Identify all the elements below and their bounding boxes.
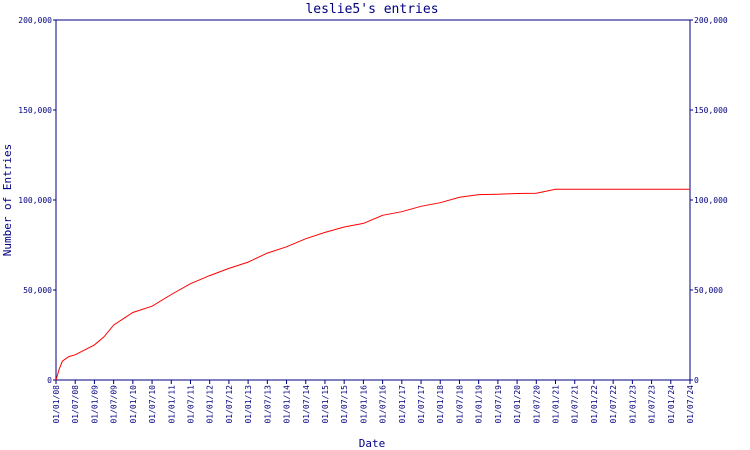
x-tick-label: 01/07/09: [110, 385, 119, 424]
series-line: [55, 188, 690, 381]
x-tick-label: 01/07/14: [302, 385, 311, 424]
x-tick-label: 01/01/18: [436, 385, 445, 424]
y-tick-label-left: 0: [47, 376, 52, 385]
y-tick-label-right: 50,000: [694, 286, 723, 295]
x-tick-label: 01/01/11: [167, 385, 176, 424]
y-tick-label-left: 200,000: [18, 16, 52, 25]
x-tick-label: 01/07/18: [455, 385, 464, 424]
x-tick-label: 01/01/12: [206, 385, 215, 424]
x-tick-label: 01/07/23: [648, 385, 657, 424]
plot-area: [55, 19, 691, 381]
x-tick-label: 01/01/13: [244, 385, 253, 424]
x-tick-label: 01/01/15: [321, 385, 330, 424]
x-tick-label: 01/01/08: [52, 385, 61, 424]
x-tick-label: 01/07/20: [532, 385, 541, 424]
x-tick-label: 01/07/22: [609, 385, 618, 424]
x-tick-label: 01/07/10: [148, 385, 157, 424]
x-tick-label: 01/07/11: [186, 385, 195, 424]
x-tick-label: 01/01/14: [283, 385, 292, 424]
y-tick-label-left: 50,000: [23, 286, 52, 295]
x-tick-label: 01/01/10: [129, 385, 138, 424]
y-tick-label-right: 0: [694, 376, 699, 385]
y-tick-label-left: 150,000: [18, 106, 52, 115]
y-tick-label-right: 150,000: [694, 106, 728, 115]
x-tick-label: 01/01/09: [90, 385, 99, 424]
x-tick-label: 01/07/13: [263, 385, 272, 424]
x-tick-label: 01/07/17: [417, 385, 426, 424]
x-tick-label: 01/01/17: [398, 385, 407, 424]
x-tick-label: 01/01/19: [475, 385, 484, 424]
x-tick-label: 01/01/22: [590, 385, 599, 424]
x-tick-label: 01/01/20: [513, 385, 522, 424]
x-tick-label: 01/01/16: [359, 385, 368, 424]
x-tick-label: 01/07/12: [225, 385, 234, 424]
x-axis-ticks: 01/01/08 01/07/08 01/01/09 01/07/09 01/01/10…: [52, 380, 695, 424]
x-tick-label: 01/07/24: [686, 385, 695, 424]
x-tick-label: 01/07/16: [379, 385, 388, 424]
x-tick-label: 01/01/24: [667, 385, 676, 424]
series-group: [55, 188, 690, 381]
y-axis-label: Number of Entries: [1, 144, 14, 257]
chart-title: leslie5's entries: [305, 2, 438, 17]
x-tick-label: 01/07/15: [340, 385, 349, 424]
y-axis-ticks: 0 0 50,000 50,000 100,000 100,000 150,000 150,0…: [18, 16, 728, 385]
y-tick-label-right: 100,000: [694, 196, 728, 205]
x-tick-label: 01/01/23: [628, 385, 637, 424]
x-tick-label: 01/07/21: [571, 385, 580, 424]
y-tick-label-right: 200,000: [694, 16, 728, 25]
x-tick-label: 01/07/19: [494, 385, 503, 424]
x-tick-label: 01/07/08: [71, 385, 80, 424]
y-tick-label-left: 100,000: [18, 196, 52, 205]
x-axis-label: Date: [359, 437, 386, 450]
x-tick-label: 01/01/21: [552, 385, 561, 424]
